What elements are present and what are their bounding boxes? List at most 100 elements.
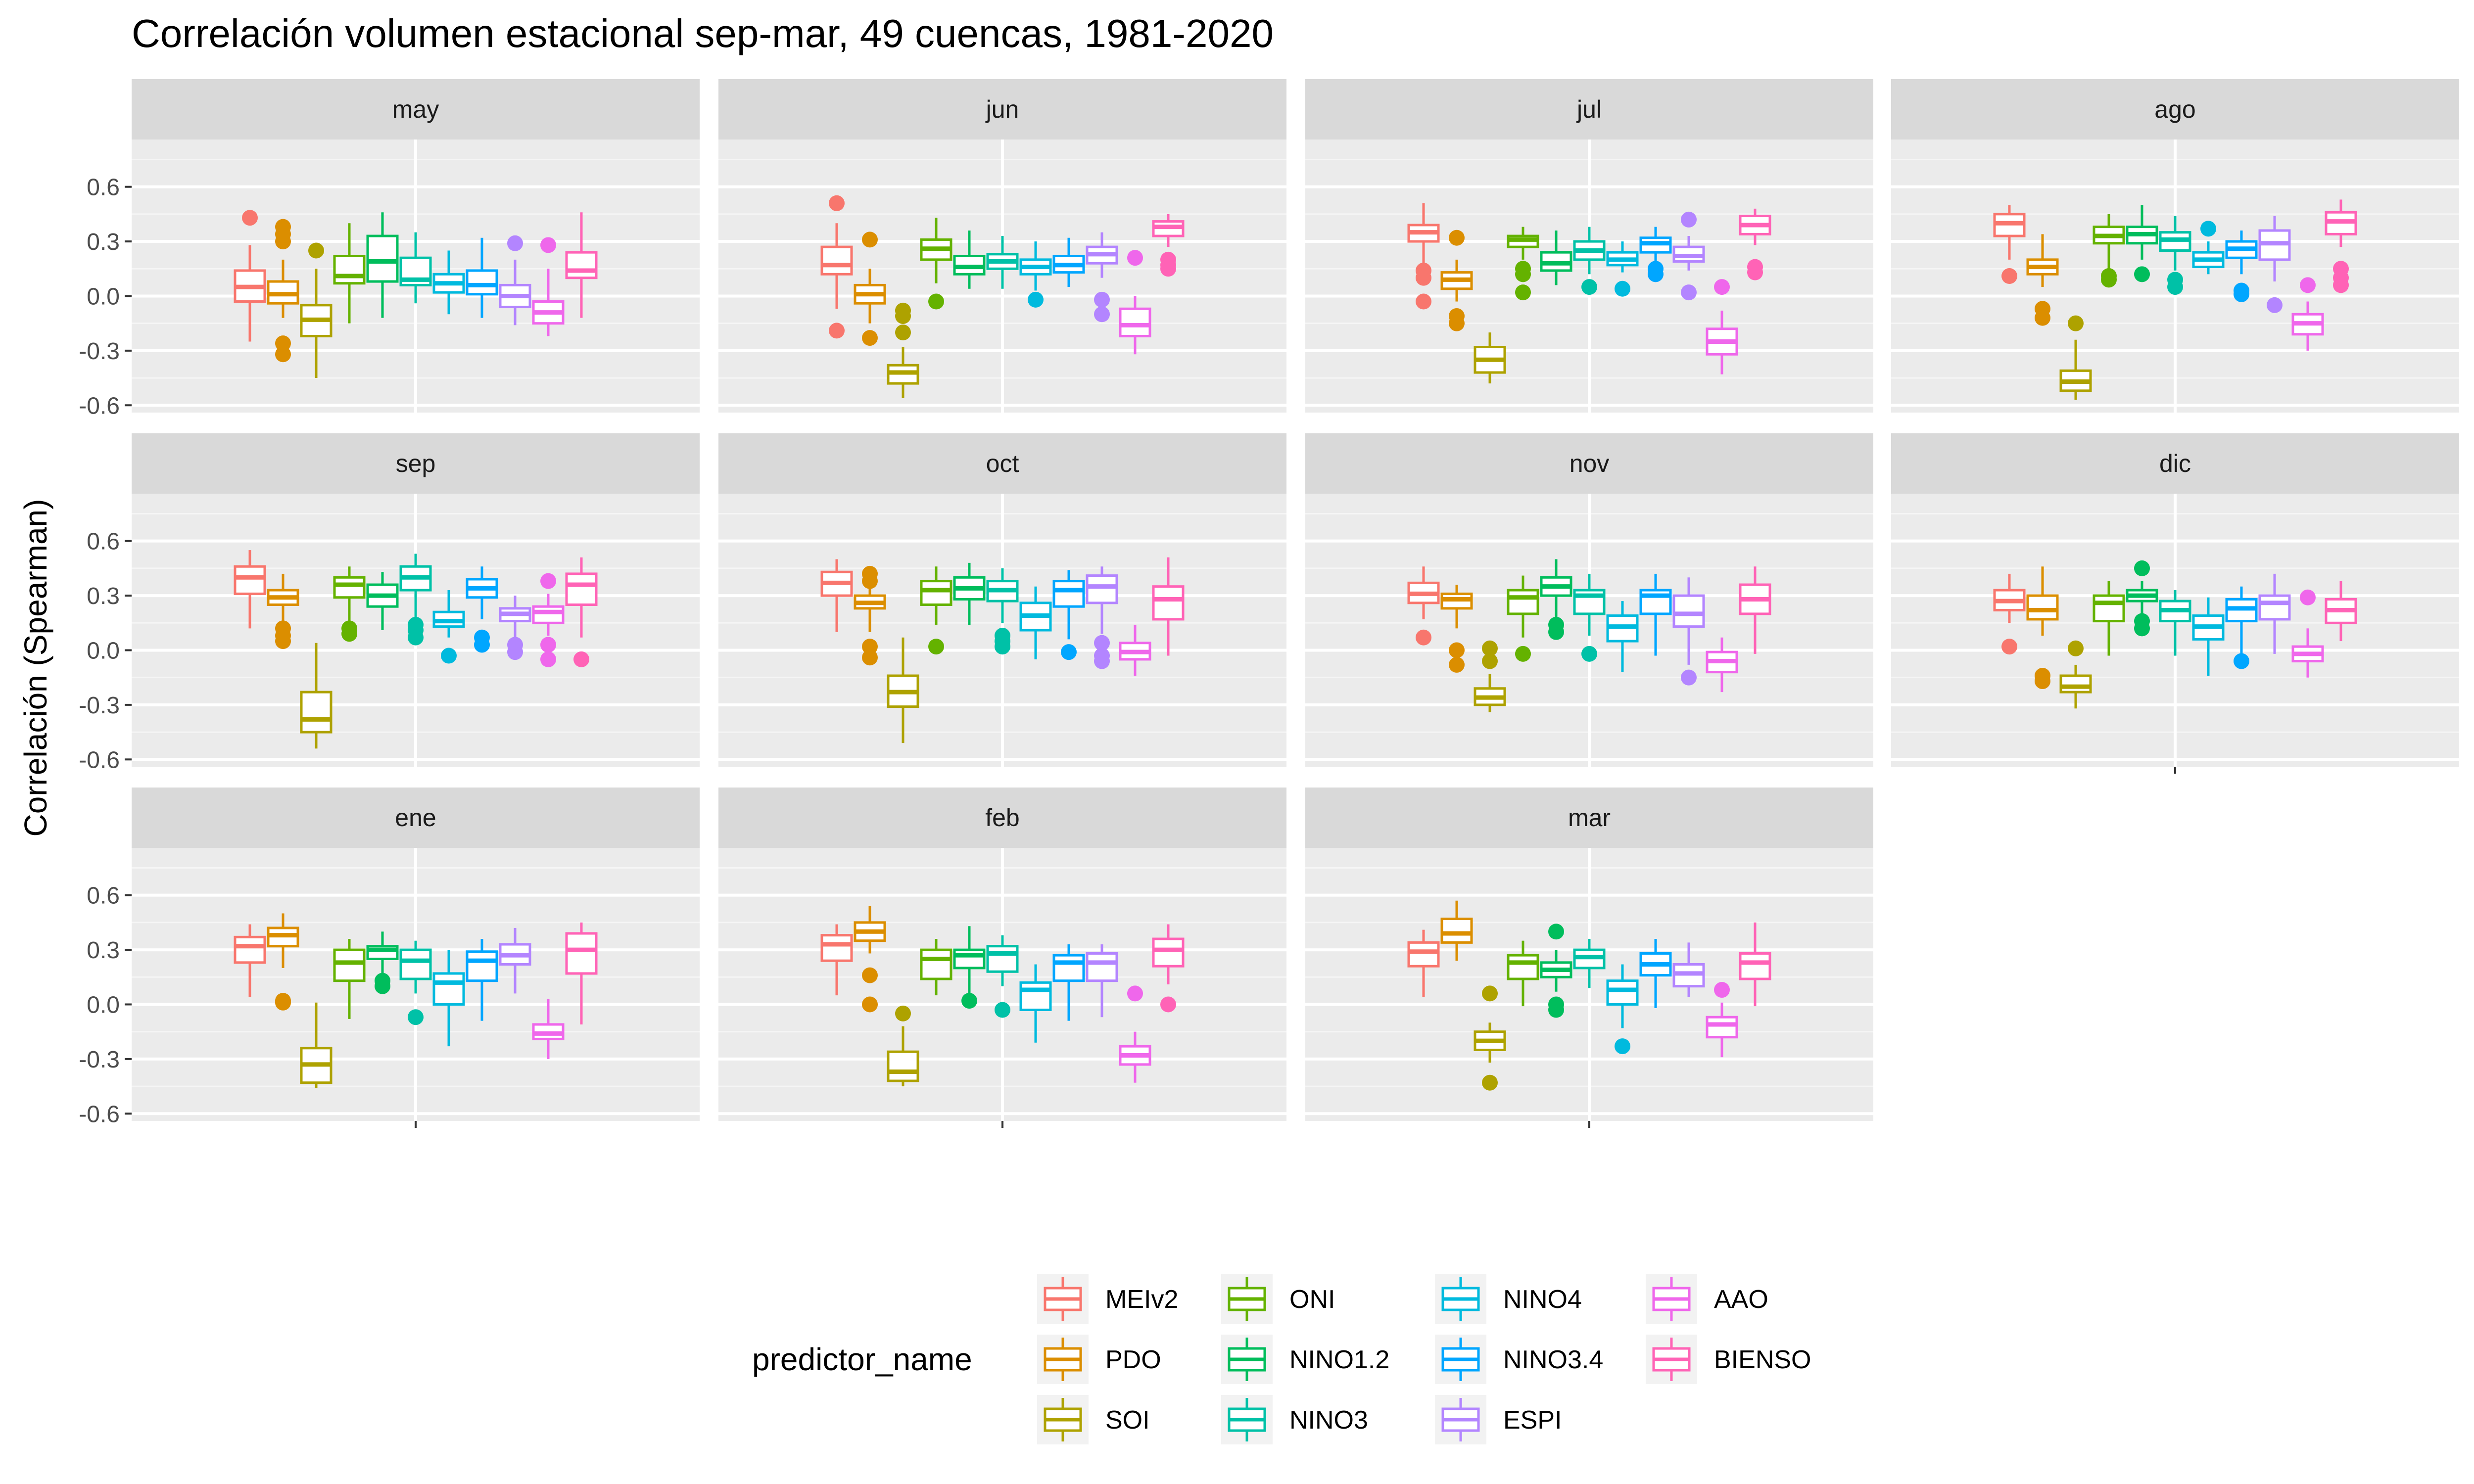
outlier-point [1449,656,1465,673]
box-AAO [532,237,565,336]
facet-label: nov [1570,450,1610,477]
box-NINO1.2 [366,572,399,630]
box-PDO [1440,230,1473,331]
box-NINO3 [399,232,432,304]
box-iqr [1706,1016,1738,1039]
legend-label: NINO4 [1503,1285,1582,1314]
legend-item-SOI: SOI [1037,1395,1150,1444]
facet-panel-nov: nov [1305,433,1873,767]
outlier-point [2035,673,2050,690]
outlier-point [862,639,878,655]
outlier-point [1127,985,1143,1002]
outlier-point [1548,924,1564,940]
box-iqr [333,576,366,599]
outlier-point [1581,646,1597,662]
box-SOI [1474,332,1506,384]
outlier-point [275,233,291,250]
box-AAO [1706,982,1738,1058]
y-tick-label: -0.6 [79,393,120,419]
outlier-point [1548,1002,1564,1018]
box-iqr [1152,585,1185,621]
outlier-point [1747,264,1763,280]
outlier-point [961,993,977,1009]
outlier-point [995,639,1010,655]
box-ONI [920,218,952,310]
box-PDO [2026,566,2059,690]
outlier-point [2300,589,2316,605]
box-NINO1.2 [366,212,399,318]
facet-strip [718,433,1286,494]
facet-panel-jun: jun [718,79,1286,413]
box-MEIv2 [234,550,266,629]
box-BIENSO [565,212,598,318]
box-ESPI [499,596,531,660]
outlier-point [1094,291,1110,308]
box-AAO [1119,250,1151,355]
outlier-point [1714,279,1730,295]
outlier-point [308,242,324,259]
facet-label: feb [985,804,1020,832]
outlier-point [408,1009,424,1025]
outlier-point [2300,277,2316,293]
outlier-point [1714,982,1730,998]
box-ONI [333,939,366,1019]
box-MEIv2 [234,210,266,342]
outlier-point [1681,669,1697,686]
outlier-point [1482,640,1498,656]
box-SOI [1474,985,1506,1091]
outlier-point [1028,291,1044,308]
outlier-point [928,639,944,655]
outlier-point [1615,280,1630,297]
box-NINO3 [399,554,432,646]
box-AAO [1119,624,1151,676]
outlier-point [1482,985,1498,1002]
box-NINO1.2 [953,562,986,625]
legend-label: NINO1.2 [1289,1345,1389,1374]
box-NINO4 [1019,241,1052,308]
box-iqr [986,945,1019,973]
box-NINO3.4 [1052,237,1085,287]
box-ONI [333,223,366,324]
box-NINO4 [1606,964,1639,1055]
legend-label: ESPI [1503,1406,1562,1435]
outlier-point [1482,1074,1498,1091]
outlier-point [1449,315,1465,331]
outlier-point [862,232,878,248]
legend-item-ESPI: ESPI [1435,1395,1562,1444]
outlier-point [507,644,523,660]
box-NINO4 [432,250,465,315]
outlier-point [341,626,357,642]
box-iqr [1440,918,1473,944]
box-iqr [920,580,952,606]
outlier-point [540,637,556,653]
outlier-point [1548,624,1564,640]
facet-strip [1891,79,2459,139]
outlier-point [1515,646,1531,662]
outlier-point [1416,270,1431,286]
legend-item-PDO: PDO [1037,1335,1161,1384]
box-iqr [1739,952,1771,980]
outlier-point [862,330,878,346]
box-iqr [333,948,366,982]
box-BIENSO [1152,214,1185,277]
legend-label: SOI [1105,1406,1150,1435]
box-SOI [300,1002,333,1088]
legend-label: NINO3 [1289,1406,1368,1435]
box-NINO1.2 [953,926,986,1009]
box-MEIv2 [234,924,266,997]
outlier-point [2267,297,2283,313]
y-tick-label: -0.6 [79,747,120,773]
box-NINO3.4 [1639,227,1672,282]
box-BIENSO [2325,581,2357,642]
y-tick-label: 0.6 [87,175,120,201]
box-ESPI [1672,211,1705,301]
box-ONI [920,566,952,655]
facet-panel-sep: sep 0.6 0.3 0.0 -0.3 -0.6 [79,433,700,773]
box-iqr [565,932,598,975]
outlier-point [995,1002,1010,1018]
box-iqr [1086,952,1118,982]
box-SOI [887,1005,919,1087]
box-iqr [2093,594,2125,623]
box-SOI [300,242,333,378]
